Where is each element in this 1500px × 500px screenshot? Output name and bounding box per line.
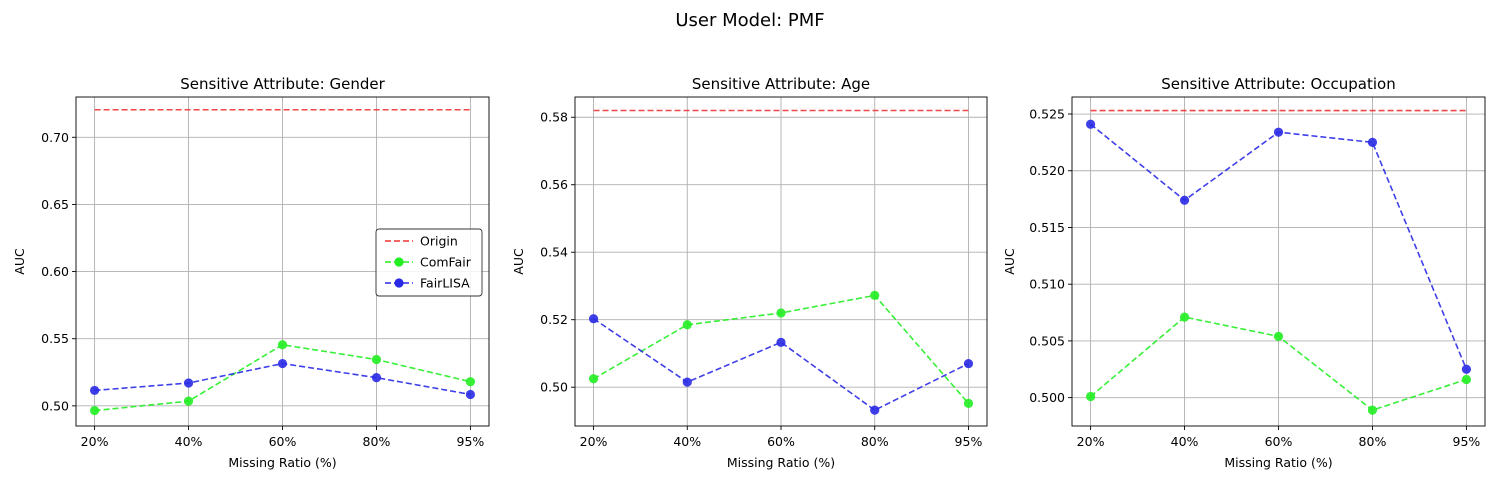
data-point-comfair	[183, 396, 194, 406]
data-point-fairlisa	[1461, 364, 1472, 374]
data-point-comfair	[963, 398, 974, 408]
y-tick-label: 0.505	[1029, 333, 1065, 348]
y-tick-label: 0.50	[41, 398, 69, 413]
y-tick-label: 0.510	[1029, 277, 1065, 292]
y-tick-label: 0.520	[1029, 163, 1065, 178]
data-point-fairlisa	[89, 385, 100, 396]
data-point-comfair	[1085, 391, 1096, 402]
y-tick-label: 0.65	[41, 197, 69, 212]
data-point-comfair	[776, 308, 786, 318]
y-tick-label: 0.60	[41, 264, 69, 279]
x-tick-label: 20%	[1077, 434, 1105, 449]
y-tick-label: 0.55	[41, 331, 69, 346]
y-tick-label: 0.52	[540, 312, 568, 327]
data-point-comfair	[465, 377, 476, 387]
data-point-fairlisa	[870, 405, 880, 415]
legend-label-comfair: ComFair	[420, 255, 472, 270]
legend-label-fairlisa: FairLISA	[420, 276, 470, 291]
data-point-fairlisa	[371, 373, 382, 383]
legend: Origin ComFair FairLISA	[375, 228, 483, 297]
x-tick-label: 40%	[175, 434, 203, 449]
data-point-fairlisa	[1085, 119, 1096, 129]
x-tick-label: 80%	[1359, 434, 1387, 449]
data-point-comfair	[1367, 405, 1378, 415]
y-axis-label: AUC	[12, 248, 27, 275]
y-tick-label: 0.50	[540, 380, 568, 395]
x-tick-label: 20%	[81, 434, 109, 449]
subplot-3: 20% 40% 60% 80% 95% 0.500 0.505 0.510 0.515 0.520…	[1002, 75, 1486, 470]
legend-label-origin: Origin	[420, 234, 458, 249]
series-line-fairlisa	[593, 318, 969, 412]
data-point-fairlisa	[1179, 195, 1190, 205]
legend-marker-comfair	[394, 257, 404, 267]
y-tick-label: 0.500	[1029, 390, 1065, 405]
y-tick-label: 0.515	[1029, 220, 1065, 235]
x-tick-label: 20%	[580, 434, 608, 449]
x-tick-label: 95%	[457, 434, 485, 449]
y-tick-label: 0.525	[1029, 107, 1065, 122]
axes-frame	[1071, 96, 1486, 427]
subplots: 20% 40% 60% 80% 95% 0.50 0.55 0.60 0.65 0.70 Sensi…	[12, 75, 1486, 470]
x-tick-label: 60%	[1265, 434, 1293, 449]
data-point-comfair	[89, 405, 100, 416]
subplot-title: Sensitive Attribute: Age	[692, 75, 870, 93]
x-tick-label: 95%	[955, 434, 983, 449]
subplot-title: Sensitive Attribute: Gender	[180, 75, 385, 93]
data-point-fairlisa	[588, 314, 599, 324]
data-point-fairlisa	[776, 337, 786, 347]
x-tick-label: 80%	[363, 434, 391, 449]
x-axis-label: Missing Ratio (%)	[727, 455, 835, 470]
x-tick-label: 40%	[673, 434, 701, 449]
legend-marker-fairlisa	[394, 278, 404, 288]
data-point-fairlisa	[963, 358, 974, 369]
data-point-comfair	[1179, 312, 1190, 322]
axes-frame	[574, 96, 988, 427]
legend-box	[375, 228, 483, 297]
x-tick-label: 40%	[1171, 434, 1199, 449]
data-point-fairlisa	[1273, 127, 1284, 137]
y-axis-label: AUC	[511, 248, 526, 275]
data-point-fairlisa	[183, 378, 194, 388]
data-point-comfair	[1461, 374, 1472, 385]
y-tick-label: 0.54	[540, 245, 568, 260]
x-tick-label: 60%	[767, 434, 795, 449]
y-tick-label: 0.70	[41, 130, 69, 145]
x-tick-label: 95%	[1453, 434, 1481, 449]
data-point-fairlisa	[277, 358, 288, 369]
subplot-title: Sensitive Attribute: Occupation	[1161, 75, 1395, 93]
figure-suptitle: User Model: PMF	[675, 10, 824, 31]
data-point-comfair	[588, 374, 599, 384]
data-point-fairlisa	[682, 377, 692, 387]
x-tick-label: 80%	[861, 434, 889, 449]
x-axis-label: Missing Ratio (%)	[1224, 455, 1332, 470]
data-point-comfair	[1273, 331, 1284, 341]
subplot-1: 20% 40% 60% 80% 95% 0.50 0.55 0.60 0.65 0.70 Sensi…	[12, 75, 490, 470]
axes-frame	[75, 96, 490, 427]
subplot-2: 20% 40% 60% 80% 95% 0.50 0.52 0.54 0.56 0.58 Sensi…	[511, 75, 988, 470]
x-tick-label: 60%	[269, 434, 297, 449]
data-point-comfair	[371, 354, 382, 365]
data-point-fairlisa	[465, 389, 476, 400]
y-tick-label: 0.56	[540, 177, 568, 192]
y-tick-label: 0.58	[540, 110, 568, 125]
data-point-fairlisa	[1367, 137, 1378, 147]
y-axis-label: AUC	[1002, 248, 1017, 275]
x-axis-label: Missing Ratio (%)	[228, 455, 336, 470]
data-point-comfair	[682, 320, 692, 330]
data-point-comfair	[277, 340, 288, 350]
data-point-comfair	[870, 290, 880, 301]
